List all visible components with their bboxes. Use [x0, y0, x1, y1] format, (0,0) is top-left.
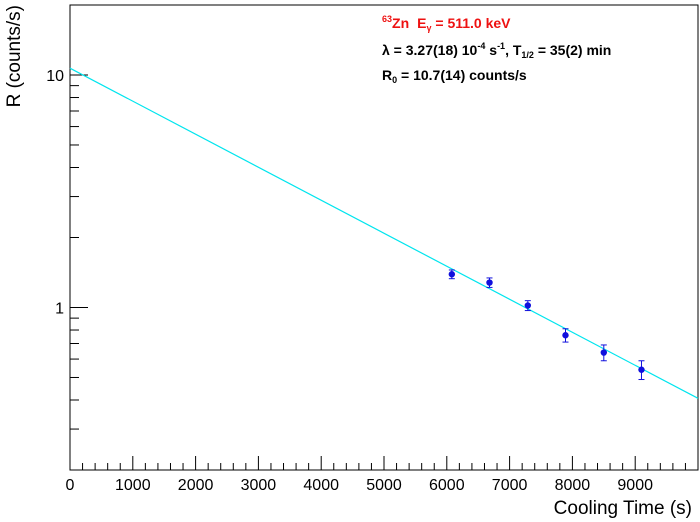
energy-value: = 511.0 keV	[431, 15, 511, 31]
lambda-exp: -4	[477, 41, 485, 51]
y-tick-label: 10	[46, 68, 64, 85]
annotation-lambda: λ = 3.27(18) 10-4 s-1, T1/2 = 35(2) min	[382, 41, 611, 60]
x-tick-label: 9000	[617, 477, 653, 494]
fit-line	[69, 67, 699, 399]
isotope-mass: 63	[382, 14, 392, 24]
x-tick-label: 6000	[429, 477, 465, 494]
data-point	[562, 332, 569, 339]
data-point	[600, 349, 607, 356]
x-tick-label: 2000	[178, 477, 214, 494]
data-points	[448, 269, 645, 381]
x-tick-label: 0	[66, 477, 75, 494]
energy-prefix: E	[417, 15, 426, 31]
y-axis-title: R (counts/s)	[4, 5, 25, 107]
lambda-unit: s	[485, 42, 497, 58]
x-tick-label: 5000	[366, 477, 402, 494]
r0-prefix: R	[382, 67, 392, 83]
isotope-symbol: Zn	[392, 15, 409, 31]
data-point	[638, 366, 645, 373]
x-axis-ticks: 0 1000 2000 3000 4000 5000 6000 7000 8000 9000	[66, 456, 699, 494]
data-point	[448, 271, 456, 278]
half-value: = 35(2) min	[534, 42, 611, 58]
x-tick-label: 7000	[492, 477, 528, 494]
x-tick-label: 1000	[115, 477, 151, 494]
r0-sub: 0	[392, 75, 397, 85]
r0-value: = 10.7(14) counts/s	[397, 67, 527, 83]
y-axis-ticks: 1 10	[46, 4, 88, 471]
half-sub: 1/2	[521, 50, 534, 60]
lambda-unit-exp: -1	[497, 41, 505, 51]
data-point	[524, 302, 532, 309]
y-tick-label: 1	[55, 300, 64, 317]
x-tick-label: 3000	[241, 477, 277, 494]
data-point	[486, 279, 493, 286]
lambda-prefix: λ = 3.27(18) 10	[382, 42, 478, 58]
energy-sub: γ	[426, 23, 431, 33]
half-prefix: , T	[505, 42, 522, 58]
x-tick-label: 4000	[303, 477, 339, 494]
x-axis-title: Cooling Time (s)	[554, 498, 692, 519]
annotation-isotope: 63Zn Eγ = 511.0 keV	[382, 14, 511, 33]
annotation-r0: R0 = 10.7(14) counts/s	[382, 67, 527, 85]
x-tick-label: 8000	[555, 477, 591, 494]
